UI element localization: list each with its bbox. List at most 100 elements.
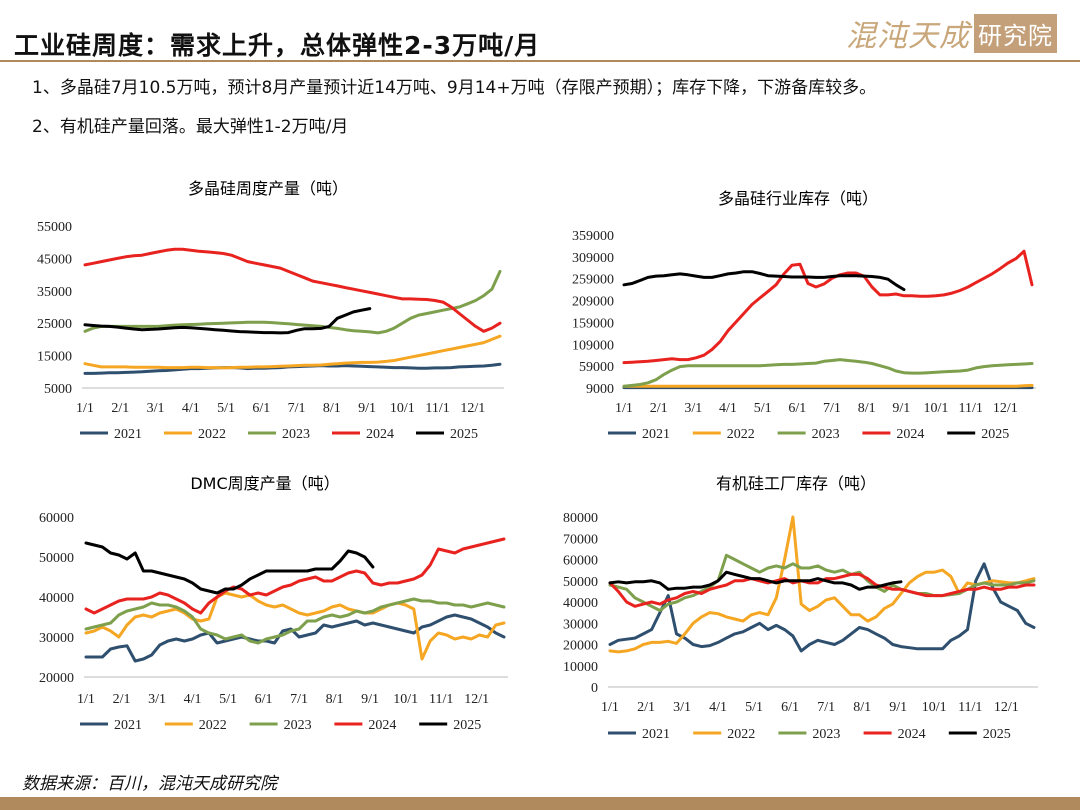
y-tick-label: 359000	[572, 229, 614, 244]
legend-label-2022: 2022	[727, 427, 755, 442]
legend-label-2021: 2021	[114, 718, 142, 733]
series-line-2025	[622, 270, 906, 292]
header-divider	[0, 60, 1080, 62]
legend-label-2021: 2021	[642, 427, 670, 442]
y-tick-label: 60000	[39, 511, 74, 526]
legend-label-2023: 2023	[812, 727, 840, 742]
x-tick-label: 9/1	[892, 401, 910, 416]
x-tick-label: 2/1	[637, 700, 655, 715]
series-line-2023	[622, 358, 1034, 388]
y-tick-label: 0	[591, 681, 598, 696]
x-tick-label: 9/1	[889, 700, 907, 715]
x-tick-label: 6/1	[255, 692, 273, 707]
legend-label-2024: 2024	[898, 727, 926, 742]
note-line-2: 2、有机硅产量回落。最大弹性1-2万吨/月	[32, 117, 349, 137]
legend-label-2024: 2024	[368, 718, 396, 733]
chart-polysilicon-production: 多晶硅周度产量（吨） 5000 15000 25000 35000 45000 55000 1…	[37, 179, 504, 442]
x-tick-label: 11/1	[958, 700, 982, 715]
x-tick-label: 2/1	[650, 401, 668, 416]
y-tick-label: 9000	[586, 382, 614, 397]
logo-text: 混沌天成	[846, 19, 970, 54]
y-tick-label: 55000	[37, 220, 72, 235]
legend-label-2021: 2021	[642, 727, 670, 742]
x-tick-label: 10/1	[922, 700, 947, 715]
x-tick-label: 5/1	[745, 700, 763, 715]
y-tick-label: 45000	[37, 252, 72, 267]
chart-title: 多晶硅周度产量（吨）	[188, 179, 348, 198]
y-tick-label: 40000	[39, 591, 74, 606]
legend-label-2023: 2023	[284, 718, 312, 733]
legend-label-2023: 2023	[812, 427, 840, 442]
x-tick-label: 10/1	[924, 401, 949, 416]
x-tick-label: 12/1	[460, 401, 485, 416]
chart-title: 有机硅工厂库存（吨）	[716, 474, 876, 493]
x-tick-label: 2/1	[111, 401, 129, 416]
y-tick-label: 60000	[563, 554, 598, 569]
series-line-2024	[83, 247, 502, 333]
series-line-2022	[608, 515, 1036, 654]
x-tick-label: 10/1	[390, 401, 415, 416]
x-tick-label: 6/1	[788, 401, 806, 416]
x-tick-label: 3/1	[684, 401, 702, 416]
y-tick-label: 15000	[37, 350, 72, 365]
series-line-2022	[622, 383, 1034, 388]
y-tick-label: 80000	[563, 511, 598, 526]
x-tick-label: 2/1	[113, 692, 131, 707]
x-tick-label: 11/1	[958, 401, 982, 416]
x-tick-label: 1/1	[601, 700, 619, 715]
legend-label-2024: 2024	[366, 427, 394, 442]
legend-label-2022: 2022	[727, 727, 755, 742]
x-tick-label: 3/1	[673, 700, 691, 715]
y-tick-label: 35000	[37, 285, 72, 300]
y-tick-label: 30000	[563, 617, 598, 632]
chart-title: DMC周度产量（吨）	[190, 474, 339, 493]
x-tick-label: 9/1	[358, 401, 376, 416]
y-tick-label: 40000	[563, 596, 598, 611]
chart-dmc-production: DMC周度产量（吨） 20000 30000 40000 50000 60000 1/1 2/…	[39, 474, 508, 733]
series-line-2023	[84, 597, 506, 645]
x-tick-label: 4/1	[709, 700, 727, 715]
y-tick-label: 50000	[563, 575, 598, 590]
x-tick-label: 7/1	[817, 700, 835, 715]
x-tick-label: 8/1	[853, 700, 871, 715]
x-tick-label: 4/1	[182, 401, 200, 416]
data-source: 数据来源：百川，混沌天成研究院	[22, 774, 277, 794]
series-line-2025	[83, 307, 372, 335]
chart-silicone-inventory: 有机硅工厂库存（吨） 0 10000 20000 30000 40000 50000 6000…	[563, 474, 1038, 742]
legend-label-2025: 2025	[453, 718, 481, 733]
chart-title: 多晶硅行业库存（吨）	[718, 189, 878, 208]
legend-label-2021: 2021	[114, 427, 142, 442]
y-tick-label: 25000	[37, 317, 72, 332]
legend-label-2025: 2025	[983, 727, 1011, 742]
logo-box-text: 研究院	[974, 13, 1057, 53]
y-tick-label: 109000	[572, 338, 614, 353]
x-tick-label: 12/1	[464, 692, 489, 707]
x-tick-label: 6/1	[781, 700, 799, 715]
legend-label-2022: 2022	[198, 427, 226, 442]
x-tick-label: 8/1	[858, 401, 876, 416]
x-tick-label: 4/1	[719, 401, 737, 416]
series-line-2024	[622, 249, 1034, 365]
series-line-2025	[608, 570, 903, 591]
x-tick-label: 3/1	[148, 692, 166, 707]
series-line-2023	[83, 269, 502, 335]
x-tick-label: 12/1	[993, 401, 1018, 416]
y-tick-label: 20000	[39, 671, 74, 686]
x-tick-label: 7/1	[823, 401, 841, 416]
series-line-2022	[84, 591, 506, 661]
x-tick-label: 4/1	[184, 692, 202, 707]
x-tick-label: 12/1	[994, 700, 1019, 715]
x-tick-label: 5/1	[754, 401, 772, 416]
x-tick-label: 8/1	[323, 401, 341, 416]
series-line-2025	[84, 541, 375, 595]
y-tick-label: 10000	[563, 660, 598, 675]
legend-label-2025: 2025	[981, 427, 1009, 442]
y-tick-label: 20000	[563, 639, 598, 654]
x-tick-label: 11/1	[429, 692, 453, 707]
series-line-2021	[84, 613, 506, 663]
x-tick-label: 5/1	[219, 692, 237, 707]
x-tick-label: 9/1	[361, 692, 379, 707]
series-line-2022	[83, 334, 502, 370]
note-line-1: 1、多晶硅7月10.5万吨，预计8月产量预计近14万吨、9月14+万吨（存限产预…	[32, 78, 877, 98]
y-tick-label: 50000	[39, 551, 74, 566]
